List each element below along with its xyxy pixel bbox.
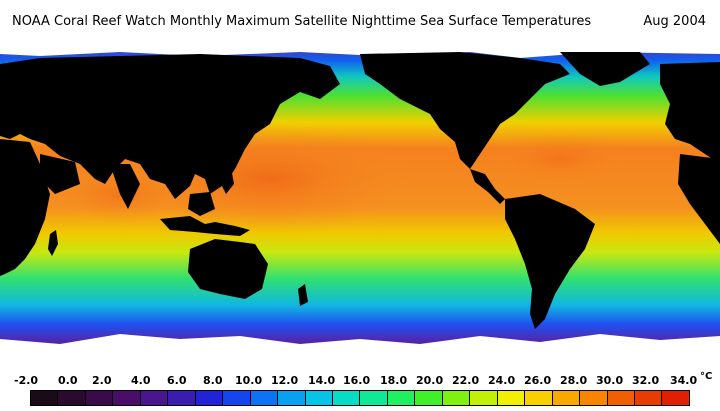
colorbar <box>30 390 690 406</box>
colorbar-swatch <box>360 391 388 405</box>
colorbar-swatch <box>634 391 663 405</box>
atlantic-warm-region <box>490 131 630 187</box>
tick-label: 4.0 <box>131 374 151 387</box>
colorbar-swatch <box>250 391 279 405</box>
colorbar-swatch <box>580 391 608 405</box>
new-zealand <box>298 284 308 306</box>
tick-label: 24.0 <box>488 374 516 387</box>
antarctic-ice <box>0 334 720 370</box>
colorbar-swatch <box>470 391 498 405</box>
tick-label: 14.0 <box>308 374 336 387</box>
colorbar-swatch <box>31 391 59 405</box>
tick-label: 6.0 <box>167 374 187 387</box>
colorbar-tick-labels: -2.0 0.0 2.0 4.0 6.0 8.0 10.0 12.0 14.0 … <box>0 371 720 390</box>
colorbar-swatch <box>305 391 333 405</box>
arabia <box>40 154 80 194</box>
west-africa <box>678 154 720 244</box>
africa-landmass <box>0 139 50 276</box>
tick-label: 20.0 <box>416 374 444 387</box>
tick-label: 22.0 <box>452 374 480 387</box>
colorbar-swatch <box>278 391 306 405</box>
tick-label: 30.0 <box>596 374 624 387</box>
colorbar-swatch <box>525 391 553 405</box>
colorbar-swatch <box>497 391 526 405</box>
tick-label: 8.0 <box>203 374 223 387</box>
central-america <box>470 169 505 204</box>
colorbar-swatch <box>552 391 581 405</box>
unit-label: °C <box>700 371 713 382</box>
colorbar-swatch <box>387 391 416 405</box>
colorbar-swatch <box>195 391 224 405</box>
tick-label: 0.0 <box>58 374 78 387</box>
india-peninsula <box>110 164 140 209</box>
greenland <box>560 52 650 86</box>
tick-label: 34.0 <box>670 374 698 387</box>
tick-label: 10.0 <box>235 374 263 387</box>
date-label: Aug 2004 <box>643 14 706 29</box>
colorbar-swatch <box>85 391 114 405</box>
tick-label: 12.0 <box>271 374 299 387</box>
eurasia-landmass <box>0 54 340 199</box>
tick-label: -2.0 <box>14 374 39 387</box>
north-america-landmass <box>360 52 570 169</box>
madagascar <box>48 230 58 256</box>
indonesia-islands <box>160 216 250 236</box>
tick-label: 26.0 <box>524 374 552 387</box>
tick-label: 28.0 <box>560 374 588 387</box>
colorbar-swatch <box>662 391 689 405</box>
colorbar-swatch <box>415 391 443 405</box>
japan <box>240 106 258 139</box>
philippines <box>220 162 234 194</box>
borneo <box>188 192 215 216</box>
tick-label: 18.0 <box>380 374 408 387</box>
tick-label: 32.0 <box>632 374 660 387</box>
colorbar-swatch <box>332 391 361 405</box>
tick-label: 2.0 <box>92 374 112 387</box>
sst-map <box>0 44 720 370</box>
colorbar-swatch <box>113 391 141 405</box>
colorbar-swatch <box>168 391 196 405</box>
header: NOAA Coral Reef Watch Monthly Maximum Sa… <box>0 0 720 44</box>
colorbar-swatch <box>58 391 86 405</box>
tick-label: 16.0 <box>343 374 371 387</box>
page-title: NOAA Coral Reef Watch Monthly Maximum Sa… <box>12 14 592 29</box>
europe-landmass <box>660 62 720 164</box>
colorbar-swatch <box>140 391 169 405</box>
colorbar-swatch <box>607 391 635 405</box>
australia-landmass <box>188 239 268 299</box>
south-america-landmass <box>505 194 595 329</box>
colorbar-swatch <box>442 391 471 405</box>
colorbar-swatch <box>223 391 251 405</box>
